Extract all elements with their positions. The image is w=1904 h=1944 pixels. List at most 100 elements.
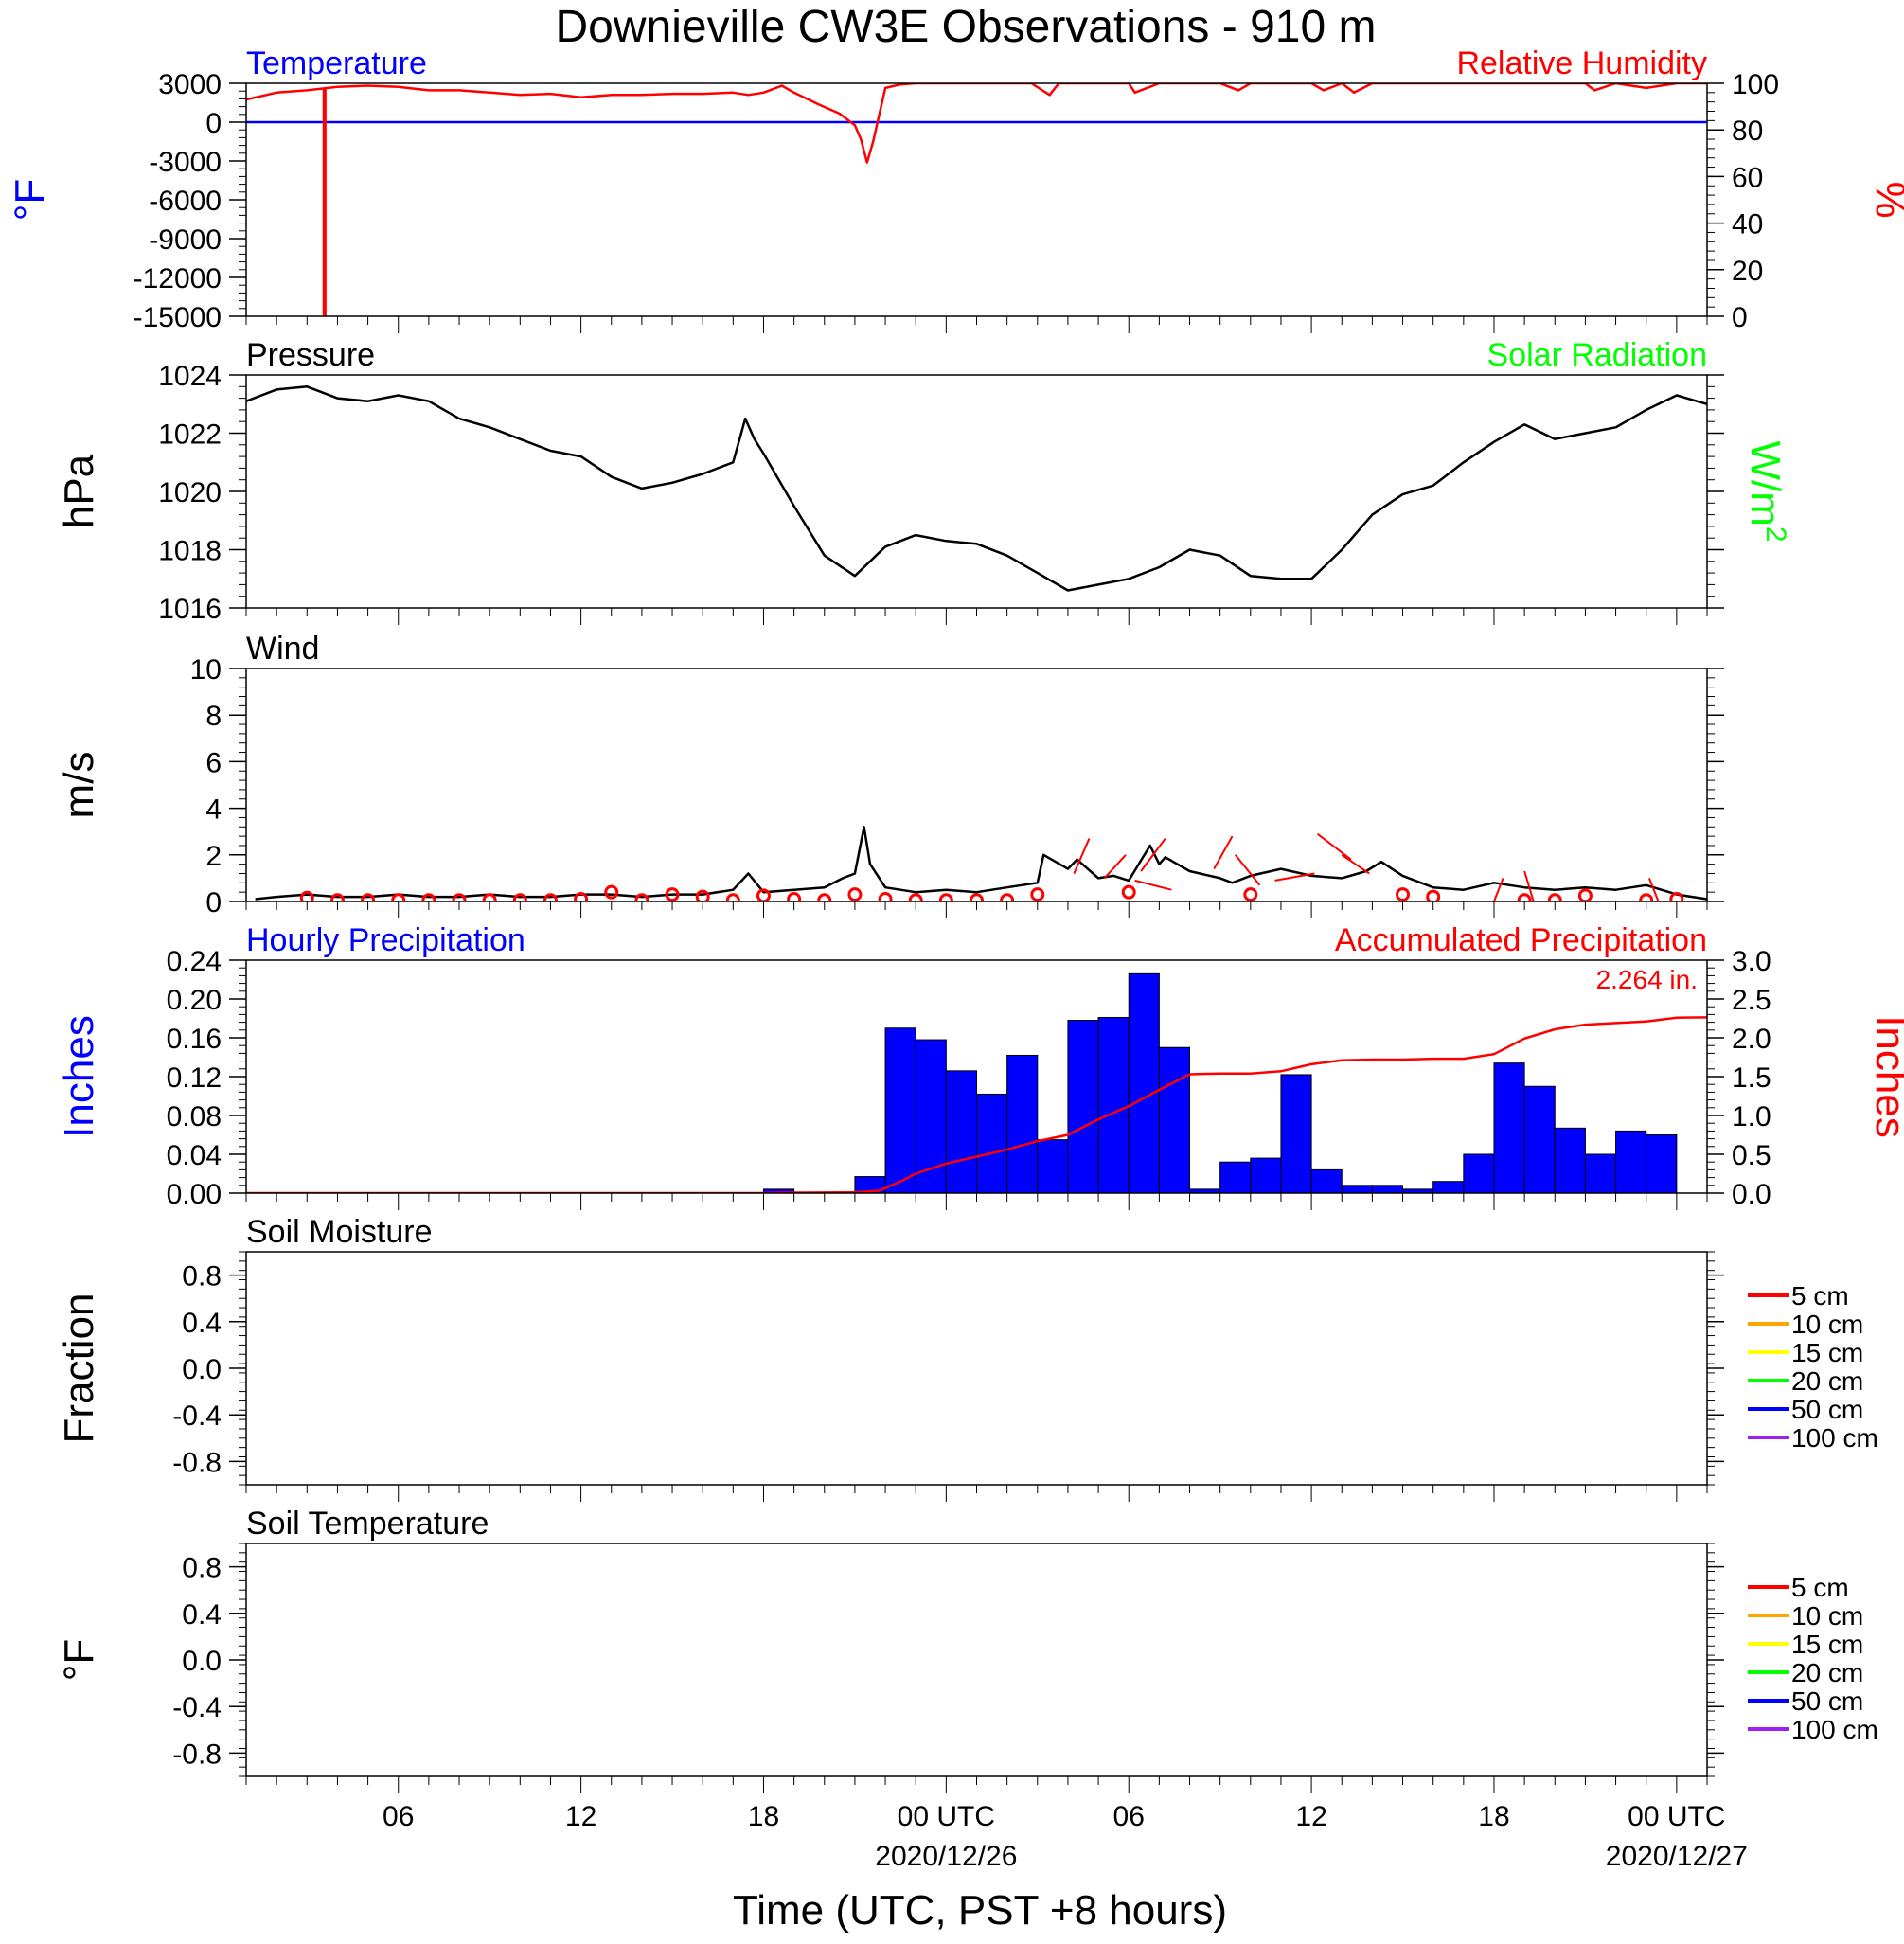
y-tick-label: 0.4 [182, 1308, 222, 1339]
panel-pressure: 1024 1022 1020 1018 1016 Pressure Solar Radiat… [56, 337, 1792, 625]
y-tick-label: -3000 [149, 147, 222, 178]
precip-bar [1493, 1062, 1525, 1193]
precip-bar [1250, 1157, 1282, 1193]
precip-bar [1341, 1185, 1373, 1193]
y-tick-label: 10 [190, 654, 222, 686]
y-tick-label: 0.12 [167, 1062, 222, 1094]
legend-label: 100 cm [1791, 1715, 1878, 1744]
legend-label: 10 cm [1791, 1310, 1863, 1339]
precip-bar [1554, 1127, 1586, 1193]
y-right-tick-label: 0 [1732, 302, 1748, 333]
panels: 30000-3000-6000-9000-12000-1500010080604… [7, 45, 1904, 1793]
wind-gust-marker [329, 893, 345, 901]
precip-bar [1584, 1153, 1617, 1193]
y-right-tick-label: 60 [1732, 162, 1763, 193]
y-tick-label: -0.4 [172, 1400, 222, 1432]
panel-frame [245, 1543, 1708, 1777]
x-tick-label: 06 [1113, 1801, 1145, 1832]
x-tick-date-label: 2020/12/27 [1606, 1841, 1748, 1872]
y-right-tick-label: 0.0 [1732, 1179, 1771, 1210]
panel-soil-moisture: 0.8 0.4 0.0 -0.4 -0.8 Soil Moisture Fraction 5 … [56, 1214, 1878, 1502]
accumulated-total-label: 2.264 in. [1596, 965, 1698, 994]
y-axis-unit-label: Inches [56, 1015, 102, 1138]
precip-bar [1646, 1134, 1678, 1193]
wind-gust-marker [1396, 887, 1411, 901]
panel-data-temperature [246, 83, 1707, 316]
precip-bar [976, 1093, 1008, 1193]
x-tick-date-label: 2020/12/26 [875, 1841, 1017, 1872]
y-axis-unit-label: Fraction [56, 1293, 102, 1444]
precip-bar [1067, 1020, 1099, 1193]
y-tick-label: 0.24 [167, 946, 222, 977]
precip-bar [1523, 1085, 1556, 1193]
precip-bar [1128, 972, 1160, 1193]
wind-gust-marker [1121, 884, 1136, 900]
panel-left-title: Temperature [246, 45, 427, 81]
panel-data-pressure [246, 385, 1707, 592]
wind-gust-marker [1243, 887, 1258, 901]
y-tick-label: 2 [205, 841, 222, 872]
time-axis: 06 12 18 00 UTC 2020/12/26 06 12 18 00 UTC 2020/1… [383, 1801, 1748, 1872]
y-tick-label: 0 [205, 887, 222, 918]
y-right-tick-label: 3.0 [1732, 946, 1771, 977]
precip-bar [762, 1188, 795, 1193]
wind-direction-stick [1647, 878, 1660, 901]
wind-gust-marker [1517, 893, 1532, 901]
legend-label: 100 cm [1791, 1423, 1878, 1453]
panel-right-title: Relative Humidity [1456, 45, 1707, 81]
wind-gust-marker [604, 884, 619, 900]
precip-bar [884, 1027, 916, 1193]
y-tick-label: 0.4 [182, 1599, 222, 1631]
y-tick-label: 0 [205, 108, 222, 139]
y-tick-label: 4 [205, 794, 222, 826]
panel-left-title: Hourly Precipitation [246, 922, 525, 958]
wind-gust-marker [512, 893, 527, 901]
series-line-temperature-2 [246, 83, 1707, 164]
wind-gust-marker [1669, 892, 1684, 901]
precip-bar [1219, 1161, 1252, 1193]
y-tick-label: 1022 [158, 419, 222, 451]
legend-label: 50 cm [1791, 1395, 1863, 1424]
y-right-tick-label: 80 [1732, 116, 1763, 147]
panel-wind: 10 8 6 4 2 0 Wind m/s [56, 631, 1724, 918]
precip-bar [1037, 1139, 1069, 1193]
panel-right-title: Solar Radiation [1487, 337, 1707, 373]
x-tick-label: 00 UTC [1628, 1801, 1725, 1832]
panel-left-title: Pressure [246, 337, 375, 373]
wind-gust-marker [482, 893, 497, 901]
y-right-tick-label: 100 [1732, 69, 1779, 100]
wind-direction-stick [1523, 870, 1535, 901]
wind-direction-stick [1140, 837, 1166, 872]
precip-bar [1463, 1153, 1495, 1193]
wind-gust-marker [1426, 889, 1441, 901]
panel-data-precipitation [246, 972, 1707, 1193]
wind-direction-stick [1493, 878, 1504, 901]
panel-frame [245, 374, 1708, 609]
series-line-pressure-0 [246, 385, 1707, 592]
wind-direction-stick [1134, 879, 1172, 891]
x-tick-label: 18 [748, 1801, 779, 1832]
y-right-tick-label: 0.5 [1732, 1140, 1771, 1171]
wind-gust-marker [1639, 893, 1654, 901]
y-tick-label: -6000 [149, 186, 222, 217]
y-tick-label: 8 [205, 701, 222, 732]
y-axis-unit-label: °F [56, 1639, 102, 1681]
x-tick-label: 18 [1478, 1801, 1509, 1832]
wind-gust-marker [391, 893, 406, 901]
legend-label: 10 cm [1791, 1601, 1863, 1631]
wind-direction-stick [1103, 854, 1127, 880]
panel-right-title: Accumulated Precipitation [1335, 922, 1707, 958]
wind-gust-marker [695, 889, 710, 901]
y-tick-label: 0.08 [167, 1101, 222, 1133]
y-right-tick-label: 1.0 [1732, 1101, 1771, 1133]
legend-label: 15 cm [1791, 1630, 1863, 1659]
y-right-tick-label: 1.5 [1732, 1062, 1771, 1094]
wind-direction-stick [1341, 853, 1370, 875]
panel-frame [245, 668, 1708, 902]
wind-gust-marker [574, 892, 589, 901]
y-axis-unit-label: °F [7, 179, 53, 221]
wind-gust-marker [1547, 893, 1562, 901]
wind-gust-marker [817, 893, 832, 901]
